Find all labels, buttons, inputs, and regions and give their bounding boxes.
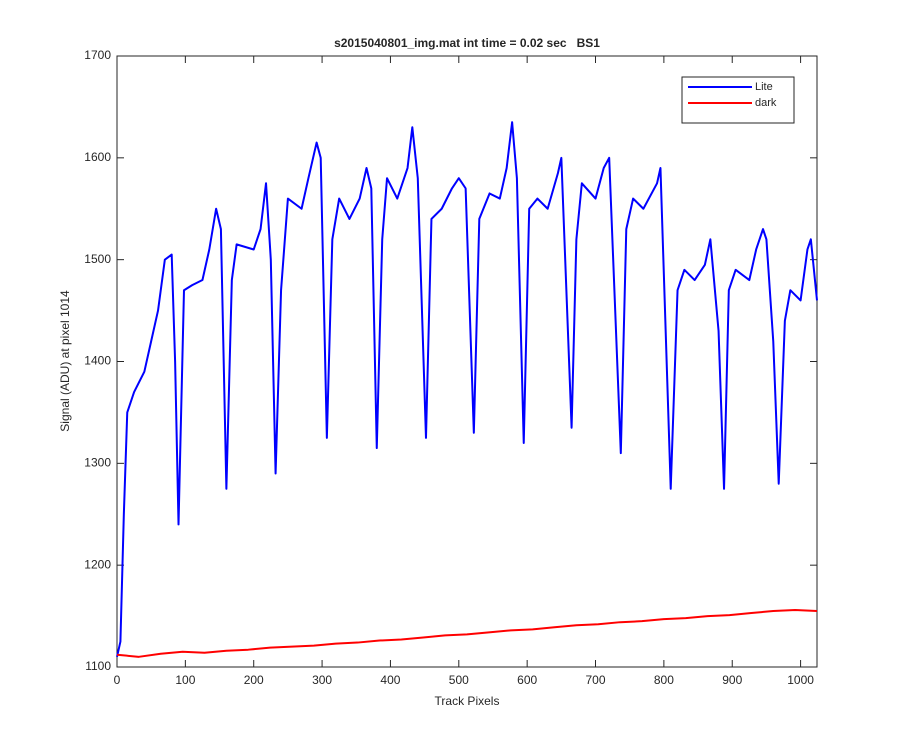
- x-tick-label: 300: [312, 673, 332, 687]
- y-tick-label: 1400: [84, 354, 111, 368]
- plot-box: [116, 55, 818, 668]
- y-tick-label: 1100: [85, 659, 111, 673]
- x-tick-label: 500: [449, 673, 469, 687]
- x-tick-label: 600: [517, 673, 537, 687]
- x-axis-label: Track Pixels: [435, 694, 500, 708]
- legend-box: [681, 76, 795, 124]
- x-tick-label: 100: [175, 673, 195, 687]
- chart-title: s2015040801_img.mat int time = 0.02 sec …: [334, 36, 600, 50]
- x-tick-label: 900: [722, 673, 742, 687]
- x-tick-label: 800: [654, 673, 674, 687]
- y-tick-label: 1700: [84, 48, 111, 62]
- line-series: [116, 608, 818, 658]
- x-tick-label: 400: [380, 673, 400, 687]
- y-tick-label: 1600: [84, 150, 111, 164]
- line-series: [116, 121, 818, 658]
- x-tick-label: 700: [586, 673, 606, 687]
- x-tick-label: 1000: [787, 673, 814, 687]
- y-tick-label: 1200: [84, 557, 111, 571]
- x-tick-label: 200: [244, 673, 264, 687]
- legend-label: dark: [755, 97, 777, 109]
- legend-label: Lite: [755, 81, 773, 93]
- y-tick-label: 1300: [84, 456, 111, 470]
- x-tick-label: 0: [114, 673, 121, 687]
- y-axis-label: Signal (ADU) at pixel 1014: [58, 290, 72, 432]
- y-tick-label: 1500: [84, 252, 111, 266]
